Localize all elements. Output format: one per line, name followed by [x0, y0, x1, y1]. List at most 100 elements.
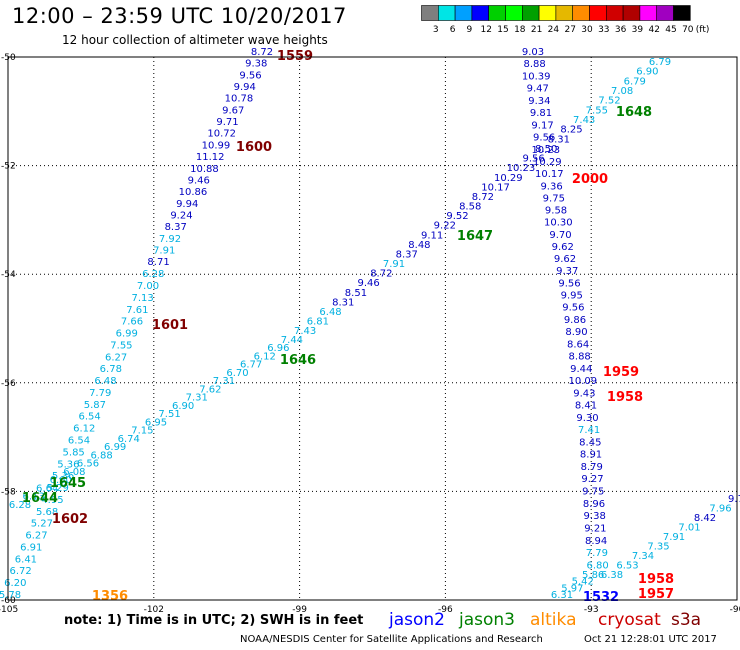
- swh-value: 6.27: [105, 352, 127, 363]
- swh-value: 10.29: [533, 157, 562, 168]
- swh-value: 5.29: [47, 483, 69, 494]
- swh-value: 8.96: [583, 499, 605, 510]
- legend-altika: altika: [530, 610, 577, 630]
- pass-time-label: 1957: [638, 587, 674, 602]
- swh-value: 9.24: [170, 210, 192, 221]
- swh-value: 6.13: [22, 492, 44, 503]
- swh-value: 6.54: [68, 435, 90, 446]
- colorbar-swatch: [673, 5, 691, 21]
- pass-time-label: 1600: [236, 140, 272, 155]
- swh-value: 7.91: [153, 245, 175, 256]
- swh-value: 6.96: [267, 343, 289, 354]
- swh-value: 8.51: [345, 288, 367, 299]
- swh-value: 7.43: [573, 115, 595, 126]
- swh-value: 7.31: [213, 376, 235, 387]
- colorbar-tick-label: 33: [598, 25, 609, 35]
- colorbar-tick-label: 15: [497, 25, 508, 35]
- swh-value: 6.27: [25, 531, 47, 542]
- swh-value: 6.31: [551, 590, 573, 601]
- pass-time-label: 1959: [603, 365, 639, 380]
- swh-value: 7.55: [586, 105, 608, 116]
- swh-value: 6.81: [307, 317, 329, 328]
- swh-value: 8.31: [332, 297, 354, 308]
- swh-value: 8.88: [523, 59, 545, 70]
- swh-value: 6.80: [586, 560, 608, 571]
- swh-value: 6.99: [104, 442, 126, 453]
- colorbar-tick-label: 36: [615, 25, 627, 35]
- swh-value: 8.94: [585, 536, 607, 547]
- swh-value: 6.38: [601, 570, 623, 581]
- swh-value: 6.28: [142, 269, 164, 280]
- footer-timestamp: Oct 21 12:28:01 UTC 2017: [584, 634, 717, 645]
- pass-time-label: 1645: [50, 476, 86, 491]
- swh-value: 10.88: [190, 164, 219, 175]
- swh-value: 4.95: [41, 495, 63, 506]
- swh-value: 9.47: [527, 84, 549, 95]
- swh-value: 9.36: [540, 181, 562, 192]
- pass-time-label: 1356: [92, 589, 128, 604]
- swh-value: 8.37: [165, 222, 187, 233]
- colorbar-tick-label: 24: [548, 25, 560, 35]
- swh-value: 7.91: [383, 259, 405, 270]
- swh-value: 9.94: [234, 82, 256, 93]
- swh-value: 9.95: [561, 290, 583, 301]
- colorbar-tick-label: 30: [581, 25, 593, 35]
- swh-value: 6.99: [116, 329, 138, 340]
- swh-value: 8.72: [370, 269, 392, 280]
- swh-value: 9.71: [216, 117, 238, 128]
- track-values: 8.729.389.569.9410.789.679.7110.7210.991…: [0, 47, 740, 601]
- swh-value: 7.52: [598, 96, 620, 107]
- lon-tick-label: -93: [584, 605, 599, 615]
- swh-value: 9.44: [570, 364, 592, 375]
- swh-value: 7.66: [121, 317, 143, 328]
- swh-value: 7.43: [294, 326, 316, 337]
- swh-value: 11.12: [196, 152, 225, 163]
- lon-tick-label: -90: [730, 605, 740, 615]
- swh-value: 6.56: [77, 459, 99, 470]
- colorbar-tick-label: 12: [480, 25, 491, 35]
- swh-value: 9.58: [545, 206, 567, 217]
- swh-value: 7.79: [586, 548, 608, 559]
- swh-value: 8.71: [147, 257, 169, 268]
- swh-value: 10.09: [568, 376, 597, 387]
- colorbar-tick-label: 9: [467, 25, 473, 35]
- swh-value: 9.34: [528, 96, 550, 107]
- legend-jason2: jason2: [389, 610, 445, 630]
- swh-value: 5.27: [31, 519, 53, 530]
- map-title: 12:00 – 23:59 UTC 10/20/2017: [12, 4, 347, 28]
- legend-jason3: jason3: [459, 610, 515, 630]
- pass-time-label: 1532: [583, 590, 619, 605]
- swh-value: 8.42: [694, 513, 716, 524]
- swh-value: 10.23: [507, 163, 536, 174]
- units-note: note: 1) Time is in UTC; 2) SWH is in fe…: [64, 613, 364, 628]
- swh-value: 5.42: [572, 577, 594, 588]
- colorbar-tick-label: 21: [531, 25, 542, 35]
- swh-value: 5.36: [52, 471, 74, 482]
- swh-value: 5.68: [36, 507, 58, 518]
- colorbar-tick-label: 27: [564, 25, 575, 35]
- swh-value: 10.23: [531, 145, 560, 156]
- swh-value: 8.45: [579, 437, 601, 448]
- lon-tick-label: -99: [292, 605, 307, 615]
- swh-value: 9.62: [554, 254, 576, 265]
- swh-value: 6.95: [145, 417, 167, 428]
- colorbar-tick-label: 45: [665, 25, 676, 35]
- swh-value: 6.28: [9, 500, 31, 511]
- map-frame: [7, 56, 738, 601]
- swh-value: 9.56: [522, 154, 544, 165]
- swh-value: 5.87: [84, 400, 106, 411]
- swh-value: 6.48: [94, 376, 116, 387]
- swh-value: 9.27: [581, 474, 603, 485]
- swh-value: 10.17: [535, 169, 564, 180]
- swh-value: 6.12: [254, 351, 276, 362]
- swh-value: 8.79: [581, 462, 603, 473]
- swh-value: 7.51: [158, 409, 180, 420]
- swh-value: 6.90: [172, 401, 194, 412]
- swh-value: 6.53: [616, 561, 638, 572]
- swh-value: 8.50: [535, 144, 557, 155]
- swh-value: 7.96: [709, 504, 731, 515]
- map-subtitle: 12 hour collection of altimeter wave hei…: [62, 33, 328, 47]
- notes-bar: note: 1) Time is in UTC; 2) SWH is in fe…: [0, 610, 740, 634]
- swh-value: 6.70: [226, 368, 248, 379]
